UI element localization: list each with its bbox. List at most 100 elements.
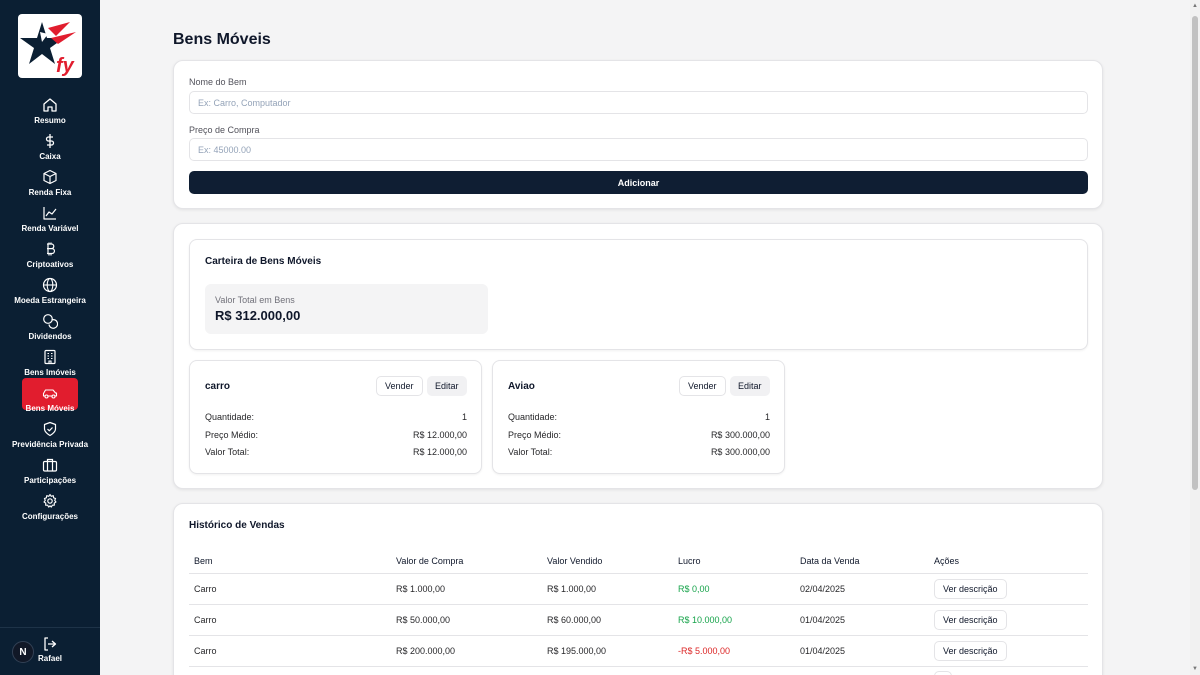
active-indicator xyxy=(22,378,78,410)
bitcoin-icon xyxy=(47,242,56,256)
sidebar-item-renda-variavel[interactable]: Renda Variável xyxy=(0,202,100,236)
buy-value-cell: R$ 1.000,00 xyxy=(396,584,446,594)
asset-name: carro xyxy=(205,381,231,392)
asset-cell: Carro xyxy=(194,584,217,594)
name-field-label: Nome do Bem xyxy=(189,77,247,87)
portfolio-summary: Carteira de Bens Móveis Valor Total em B… xyxy=(189,239,1088,350)
home-icon xyxy=(43,98,57,112)
total-value: R$ 12.000,00 xyxy=(412,447,467,457)
sidebar-item-label: Bens Móveis xyxy=(25,404,75,413)
sidebar-item-label: Moeda Estrangeira xyxy=(14,296,86,305)
dollar-icon xyxy=(45,134,55,148)
view-description-button[interactable]: Ver descrição xyxy=(934,610,1007,630)
asset-cell: Carro xyxy=(194,615,217,625)
sidebar-item-label: Resumo xyxy=(34,116,66,125)
sidebar-item-moeda-estrangeira[interactable]: Moeda Estrangeira xyxy=(0,274,100,308)
sidebar-item-renda-fixa[interactable]: Renda Fixa xyxy=(0,166,100,200)
box-icon xyxy=(43,169,57,185)
avg-price-label: Preço Médio: xyxy=(508,430,562,440)
briefcase-icon xyxy=(42,458,58,472)
sidebar-item-configuracoes[interactable]: Configurações xyxy=(0,490,100,524)
total-row: Valor Total: R$ 300.000,00 xyxy=(508,447,770,457)
total-value: R$ 312.000,00 xyxy=(215,308,301,323)
scroll-down-arrow-icon[interactable]: ▼ xyxy=(1192,666,1198,672)
date-cell: 02/04/2025 xyxy=(800,584,846,594)
sidebar-item-criptoativos[interactable]: Criptoativos xyxy=(0,238,100,272)
sidebar-item-label: Renda Variável xyxy=(21,224,79,233)
view-description-button[interactable]: Ver descrição xyxy=(934,579,1007,599)
total-label: Valor Total: xyxy=(508,447,553,457)
edit-button[interactable]: Editar xyxy=(427,376,467,396)
svg-text:fy: fy xyxy=(56,55,75,77)
sold-value-cell: R$ 60.000,00 xyxy=(547,615,602,625)
sidebar-item-participacoes[interactable]: Participações xyxy=(0,454,100,488)
page-scrollbar[interactable]: ▲ ▼ xyxy=(1190,0,1200,675)
sidebar-item-caixa[interactable]: Caixa xyxy=(0,130,100,164)
column-header: Valor Vendido xyxy=(547,556,603,566)
sales-history-card: Histórico de Vendas Bem Valor de Compra … xyxy=(173,503,1103,675)
avatar[interactable]: N xyxy=(12,641,34,663)
quantity-value: 1 xyxy=(461,412,467,422)
column-header: Bem xyxy=(194,556,213,566)
sidebar-item-label: Participações xyxy=(23,476,77,485)
buy-value-cell: R$ 200.000,00 xyxy=(396,646,456,656)
view-description-button[interactable] xyxy=(934,671,952,675)
quantity-value: 1 xyxy=(764,412,770,422)
sidebar-item-bens-moveis[interactable]: Bens Móveis xyxy=(0,378,100,416)
history-title: Histórico de Vendas xyxy=(189,520,285,531)
sidebar-item-label: Bens Imóveis xyxy=(24,368,76,377)
quantity-label: Quantidade: xyxy=(205,412,255,422)
sell-button[interactable]: Vender xyxy=(679,376,726,396)
avg-price-row: Preço Médio: R$ 300.000,00 xyxy=(508,430,770,440)
row-divider xyxy=(189,573,1088,574)
sidebar-item-previdencia-privada[interactable]: Previdência Privada xyxy=(0,418,100,452)
sidebar-item-label: Renda Fixa xyxy=(28,188,72,197)
profit-cell: R$ 0,00 xyxy=(678,584,710,594)
total-value-box: Valor Total em Bens R$ 312.000,00 xyxy=(205,284,488,334)
sidebar-item-label: Configurações xyxy=(21,512,78,521)
buy-value-cell: R$ 50.000,00 xyxy=(396,615,451,625)
column-header: Ações xyxy=(934,556,960,566)
building-icon xyxy=(44,349,56,365)
edit-button[interactable]: Editar xyxy=(730,376,770,396)
avg-price-row: Preço Médio: R$ 12.000,00 xyxy=(205,430,467,440)
column-header: Data da Venda xyxy=(800,556,860,566)
sidebar: fy Resumo Caixa Renda Fixa Renda Variáve… xyxy=(0,0,100,675)
car-icon xyxy=(42,389,58,399)
row-divider xyxy=(189,666,1088,667)
total-value-label: Valor Total em Bens xyxy=(215,295,295,305)
page-title: Bens Móveis xyxy=(173,31,271,48)
scrollbar-thumb[interactable] xyxy=(1192,16,1198,490)
add-asset-form: Nome do Bem Preço de Compra Adicionar xyxy=(173,60,1103,209)
sidebar-item-label: Dividendos xyxy=(28,332,72,341)
app-logo[interactable]: fy xyxy=(18,14,82,78)
sidebar-item-bens-imoveis[interactable]: Bens Imóveis xyxy=(0,346,100,380)
gear-icon xyxy=(43,493,57,508)
row-divider xyxy=(189,604,1088,605)
asset-card: carro Vender Editar Quantidade: 1 Preço M… xyxy=(189,360,482,474)
user-name: Rafael xyxy=(37,654,62,663)
column-header: Valor de Compra xyxy=(396,556,464,566)
asset-name-input[interactable] xyxy=(189,91,1088,114)
avg-price-label: Preço Médio: xyxy=(205,430,259,440)
asset-card: Aviao Vender Editar Quantidade: 1 Preço M… xyxy=(492,360,785,474)
sell-button[interactable]: Vender xyxy=(376,376,423,396)
sidebar-item-label: Previdência Privada xyxy=(11,440,89,449)
coins-icon xyxy=(43,314,58,329)
profit-cell: R$ 10.000,00 xyxy=(678,615,733,625)
portfolio-card: Carteira de Bens Móveis Valor Total em B… xyxy=(173,223,1103,489)
scroll-up-arrow-icon[interactable]: ▲ xyxy=(1192,3,1198,9)
add-button[interactable]: Adicionar xyxy=(189,171,1088,194)
total-label: Valor Total: xyxy=(205,447,250,457)
sidebar-item-resumo[interactable]: Resumo xyxy=(0,94,100,128)
purchase-price-input[interactable] xyxy=(189,138,1088,161)
logout-button[interactable]: Rafael xyxy=(36,636,64,663)
logout-icon xyxy=(44,637,57,651)
sidebar-item-dividendos[interactable]: Dividendos xyxy=(0,310,100,344)
profit-cell: -R$ 5.000,00 xyxy=(678,646,731,656)
avg-price-value: R$ 12.000,00 xyxy=(412,430,467,440)
sold-value-cell: R$ 1.000,00 xyxy=(547,584,597,594)
asset-cell: Carro xyxy=(194,646,217,656)
view-description-button[interactable]: Ver descrição xyxy=(934,641,1007,661)
sidebar-divider xyxy=(0,627,100,628)
